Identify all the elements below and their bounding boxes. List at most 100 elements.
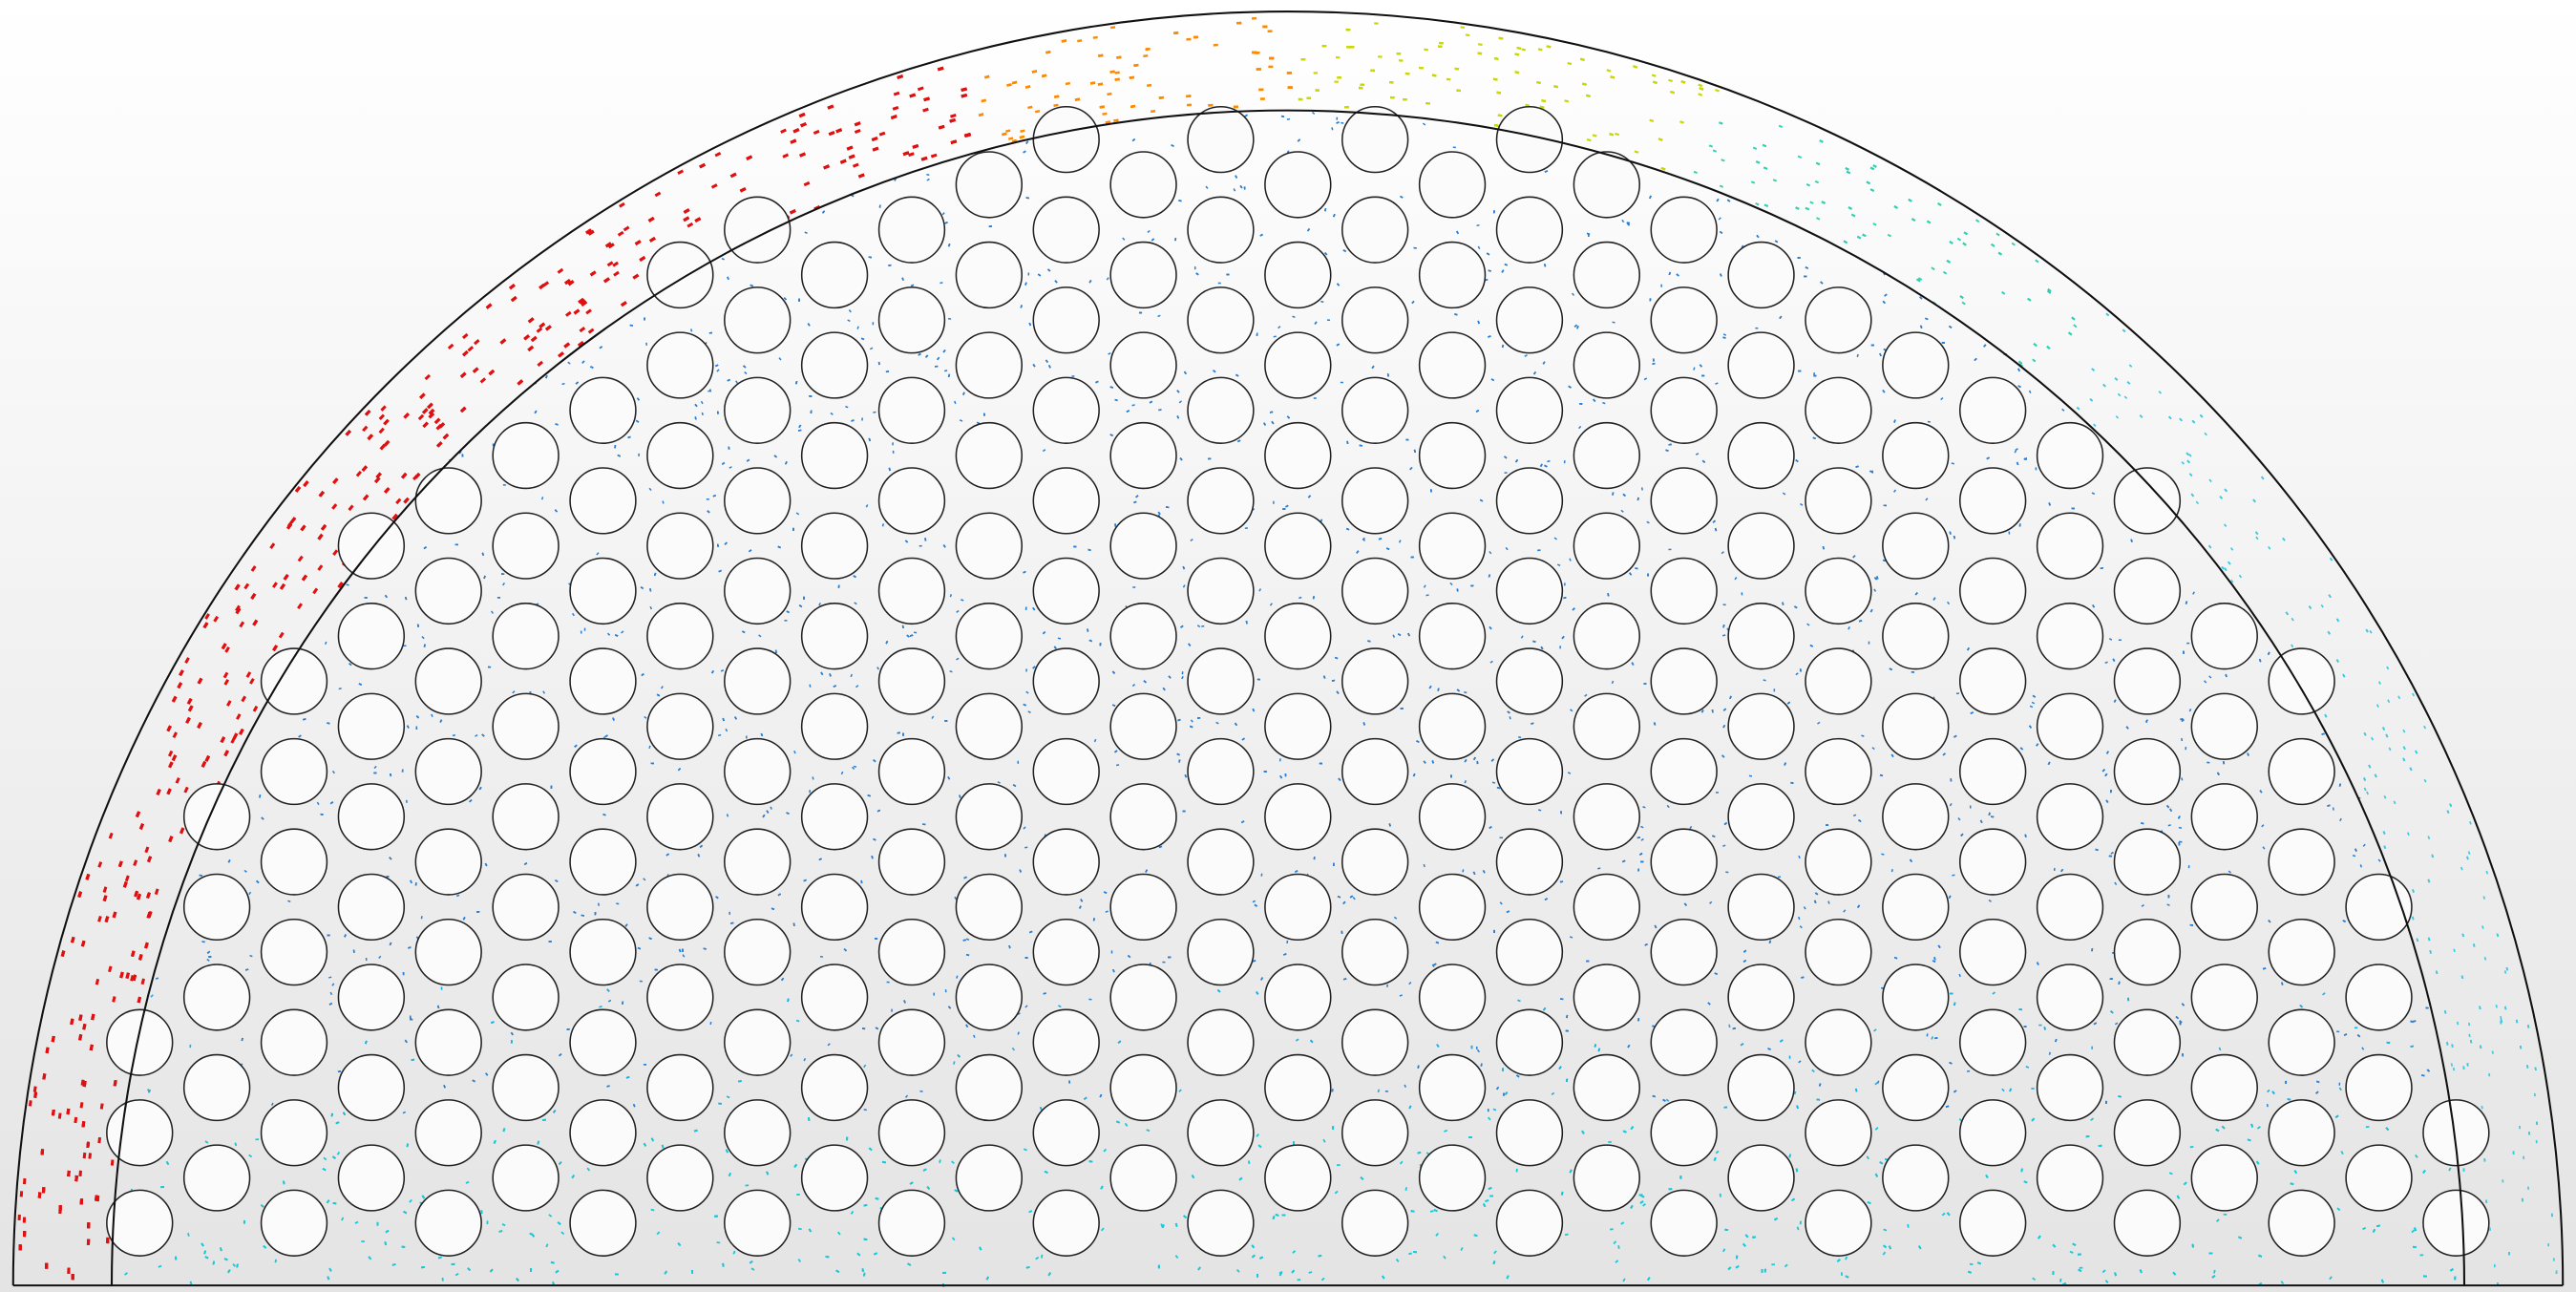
velocity-vector [2015,448,2018,452]
velocity-vector [793,750,796,754]
velocity-vector [1023,826,1026,830]
velocity-vector [1299,596,1302,600]
velocity-vector [1017,1031,1020,1035]
velocity-vector [455,894,460,898]
velocity-vector [750,1267,755,1271]
velocity-vector [941,212,945,216]
velocity-vector [1665,1098,1670,1102]
velocity-vector [2014,450,2017,454]
velocity-vector [154,888,159,896]
velocity-vector [1489,660,1493,664]
velocity-vector [338,688,342,690]
velocity-vector [1449,582,1453,586]
velocity-vector [1017,1012,1021,1016]
velocity-vector [1124,1122,1129,1127]
velocity-vector [2468,1033,2471,1038]
velocity-vector [1460,26,1466,30]
velocity-vector [1525,103,1531,107]
velocity-vector [1715,1150,1720,1154]
velocity-vector [1362,538,1365,541]
velocity-vector [2181,461,2185,465]
velocity-vector [1622,1278,1626,1282]
velocity-vector [28,1100,32,1107]
velocity-vector [1147,229,1151,233]
velocity-vector [2377,858,2381,862]
velocity-vector [1146,83,1152,87]
velocity-vector [1564,99,1570,103]
velocity-vector [1505,546,1509,551]
velocity-vector [1190,539,1193,542]
velocity-vector [158,1264,162,1268]
velocity-vector [355,470,363,477]
velocity-vector [1795,672,1799,676]
velocity-vector [873,411,876,413]
velocity-vector [331,983,335,986]
velocity-vector [1640,825,1644,829]
velocity-vector [922,107,929,113]
velocity-vector [851,766,855,771]
velocity-vector [732,1250,736,1255]
velocity-vector [226,700,232,707]
velocity-vector [782,153,790,159]
velocity-vector [1491,781,1496,784]
velocity-vector [2361,1047,2365,1050]
velocity-vector [431,713,433,718]
velocity-vector [1926,1033,1929,1037]
velocity-vector [316,801,320,806]
velocity-vector [2168,1172,2173,1176]
velocity-vector [124,875,130,882]
velocity-vector [2032,1277,2037,1281]
velocity-vector [378,955,382,959]
velocity-vector [248,891,252,896]
velocity-vector [1042,449,1046,453]
velocity-vector [892,105,899,111]
velocity-vector [502,582,506,586]
velocity-vector [973,1034,976,1038]
velocity-vector [2291,617,2294,622]
velocity-vector [1611,680,1615,685]
velocity-vector [919,1090,923,1092]
velocity-vector [1784,1263,1788,1268]
velocity-vector [2359,864,2363,868]
velocity-vector [2048,1051,2051,1055]
velocity-vector [1693,170,1698,175]
velocity-vector [380,405,387,412]
velocity-vector [1114,71,1120,74]
velocity-vector [2255,536,2259,540]
velocity-vector [332,549,339,556]
velocity-vector [112,996,116,1003]
velocity-vector [1609,1228,1614,1231]
velocity-vector [252,705,259,712]
velocity-vector [1556,563,1561,566]
velocity-vector [2423,725,2427,730]
velocity-vector [2411,1229,2416,1234]
velocity-vector [1925,498,1929,501]
velocity-vector [818,603,821,606]
velocity-vector [596,552,600,556]
velocity-vector [803,1057,807,1062]
velocity-vector [2035,259,2039,264]
velocity-vector [837,1231,841,1236]
velocity-vector [1521,48,1527,52]
velocity-vector [951,1160,955,1165]
velocity-vector [656,1231,661,1236]
velocity-vector [1887,233,1892,238]
velocity-vector [409,1198,412,1203]
velocity-vector [2482,896,2486,900]
velocity-vector [1077,39,1083,43]
velocity-vector [1617,1245,1620,1249]
velocity-vector [1196,625,1201,628]
velocity-vector [540,497,544,500]
velocity-vector [341,1217,345,1221]
velocity-vector [1782,492,1786,496]
velocity-vector [1057,637,1062,640]
velocity-vector [809,684,812,688]
velocity-vector [908,152,915,158]
velocity-vector [108,965,113,973]
velocity-vector [1719,184,1724,188]
velocity-vector [1856,353,1859,358]
velocity-vector [2448,1167,2452,1172]
velocity-vector [331,503,338,510]
velocity-vector [1024,1005,1028,1008]
velocity-vector [1256,1133,1260,1137]
